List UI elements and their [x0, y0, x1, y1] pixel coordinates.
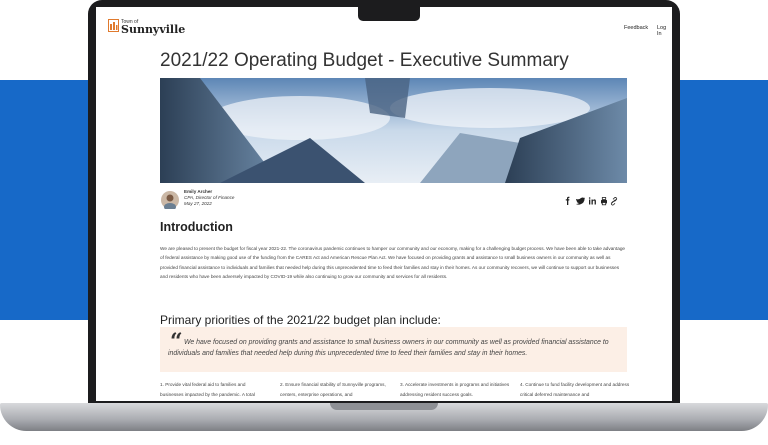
quote-text: We have focused on providing grants and …	[168, 339, 609, 357]
priority-item: 1. Provide vital federal aid to families…	[160, 382, 255, 397]
intro-heading: Introduction	[160, 220, 233, 234]
screen: Town of Sunnyville Feedback Log In 2021/…	[96, 7, 672, 401]
nav-login[interactable]: Log In	[657, 25, 667, 37]
nav-feedback[interactable]: Feedback	[624, 25, 649, 31]
page-title: 2021/22 Operating Budget - Executive Sum…	[160, 50, 569, 71]
logo-name: Sunnyville	[121, 23, 186, 36]
priority-item: 4. Continue to fund facility development…	[520, 382, 630, 397]
intro-text: We are pleased to present the budget for…	[160, 246, 626, 279]
author-role: CPA, Director of Finance	[184, 195, 235, 200]
camera-notch	[358, 7, 420, 21]
author-avatar	[161, 191, 179, 209]
logo-small: Town of	[121, 19, 139, 25]
author-date: May 27, 2022	[184, 201, 212, 206]
hero-image	[160, 78, 627, 183]
priority-item: 2. Ensure financial stability of Sunnyvi…	[280, 382, 386, 397]
quote-mark: “	[170, 329, 183, 355]
share-icons[interactable]	[564, 196, 624, 206]
quote-box: “ We have focused on providing grants an…	[160, 327, 627, 372]
base-notch	[330, 403, 438, 410]
priority-item: 3. Accelerate investments in programs an…	[400, 382, 510, 397]
author-name: Emily Archer	[184, 189, 213, 194]
priorities-heading: Primary priorities of the 2021/22 budget…	[160, 313, 441, 327]
logo-icon	[108, 19, 119, 32]
